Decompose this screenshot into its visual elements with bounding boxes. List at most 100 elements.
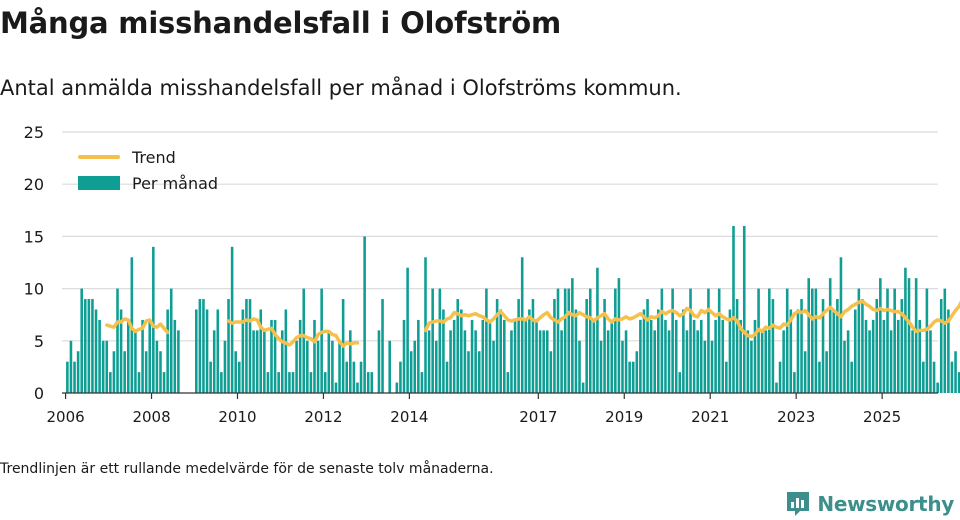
bar	[252, 330, 255, 393]
bar	[83, 299, 87, 393]
bar	[682, 309, 685, 393]
bar	[69, 340, 73, 393]
bar	[366, 372, 370, 393]
bar	[434, 340, 438, 393]
bar	[674, 319, 678, 393]
bar	[284, 309, 288, 393]
bar	[452, 319, 456, 393]
bar	[760, 330, 764, 393]
bar	[896, 319, 900, 393]
bar	[947, 309, 950, 393]
bar	[406, 267, 409, 393]
bar	[843, 340, 846, 393]
bar	[911, 330, 914, 393]
legend-label-per-manad: Per månad	[132, 174, 218, 193]
bar	[334, 382, 338, 393]
bar	[485, 288, 488, 393]
bar	[925, 288, 929, 393]
bar	[707, 288, 710, 393]
bar	[152, 246, 155, 393]
y-tick-label: 20	[24, 175, 44, 194]
bar	[939, 299, 943, 393]
bar	[513, 319, 517, 393]
bar	[735, 299, 739, 393]
bar	[209, 361, 212, 393]
bar-series	[66, 225, 960, 393]
bar	[667, 330, 671, 393]
bar	[753, 319, 757, 393]
bar	[359, 361, 363, 393]
bar	[649, 319, 653, 393]
bar	[506, 372, 510, 393]
bar	[950, 361, 954, 393]
bar	[818, 361, 821, 393]
bar	[825, 351, 828, 393]
bar	[237, 361, 241, 393]
bar	[721, 319, 725, 393]
bar	[123, 351, 126, 393]
bar	[112, 351, 116, 393]
bar	[126, 319, 130, 393]
y-tick-label: 0	[34, 384, 44, 403]
bar	[520, 257, 524, 393]
bar	[789, 309, 793, 393]
bar	[363, 236, 366, 393]
bar	[610, 319, 614, 393]
bar	[746, 330, 750, 393]
bar	[846, 330, 850, 393]
bar	[596, 267, 599, 393]
x-tick-label: 2017	[519, 408, 557, 426]
bar	[248, 299, 252, 393]
y-tick-label: 10	[24, 280, 44, 299]
bar	[198, 299, 202, 393]
bar	[80, 288, 83, 393]
bar	[832, 309, 836, 393]
bar	[438, 288, 442, 393]
bar	[828, 278, 832, 393]
bar	[585, 299, 588, 393]
footnote: Trendlinjen är ett rullande medelvärde f…	[0, 461, 494, 477]
bar	[635, 351, 639, 393]
bar	[868, 330, 871, 393]
bar	[73, 361, 76, 393]
bar	[155, 340, 159, 393]
bar	[689, 288, 692, 393]
bar	[932, 361, 936, 393]
bar	[241, 309, 245, 393]
bar	[388, 340, 391, 393]
bar	[678, 372, 682, 393]
bar	[793, 372, 796, 393]
bar	[291, 372, 295, 393]
bar	[771, 299, 775, 393]
bar	[524, 319, 528, 393]
bar	[302, 288, 306, 393]
bar	[914, 278, 918, 393]
bar	[581, 382, 585, 393]
bar	[463, 330, 467, 393]
bar	[449, 330, 452, 393]
x-tick-label: 2012	[304, 408, 342, 426]
bar	[660, 288, 664, 393]
bar	[882, 319, 886, 393]
bar	[488, 319, 492, 393]
bar	[528, 309, 531, 393]
legend-swatch-per-manad	[78, 176, 120, 190]
y-tick-label: 15	[24, 227, 44, 246]
bar	[76, 351, 80, 393]
bar	[853, 309, 857, 393]
bar	[481, 319, 485, 393]
bar	[166, 309, 169, 393]
bar	[943, 288, 947, 393]
bar	[91, 299, 94, 393]
bar	[177, 330, 180, 393]
bar	[567, 288, 571, 393]
bar	[223, 340, 227, 393]
bar	[563, 288, 567, 393]
bar	[409, 351, 413, 393]
bar	[936, 382, 939, 393]
brand-logo: Newsworthy	[785, 488, 954, 520]
bar	[270, 319, 273, 393]
bar	[904, 267, 907, 393]
